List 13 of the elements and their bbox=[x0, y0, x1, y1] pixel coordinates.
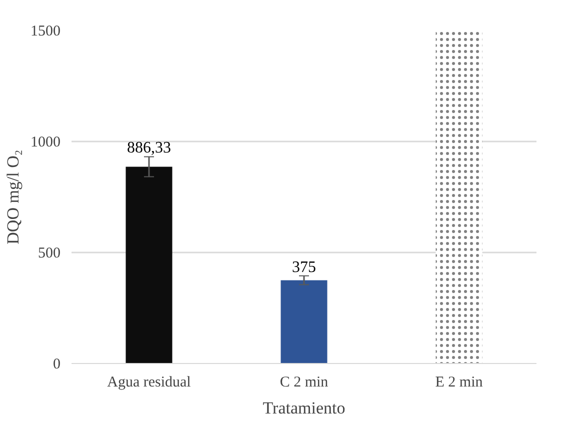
x-tick-label: Agua residual bbox=[107, 374, 191, 390]
x-tick-label: C 2 min bbox=[280, 374, 329, 390]
y-tick-label: 1500 bbox=[30, 24, 60, 40]
x-axis-title: Tratamiento bbox=[262, 398, 346, 418]
bar bbox=[280, 280, 328, 364]
bar bbox=[126, 166, 172, 364]
y-tick-label: 500 bbox=[38, 246, 60, 262]
data-label: 886,33 bbox=[127, 140, 171, 157]
x-tick-label: E 2 min bbox=[435, 374, 484, 390]
data-label: 375 bbox=[292, 258, 316, 276]
y-tick-label: 0 bbox=[53, 356, 60, 372]
y-tick-label: 1000 bbox=[30, 134, 60, 150]
y-axis-title: DQO mg/l O₂ bbox=[4, 150, 22, 244]
